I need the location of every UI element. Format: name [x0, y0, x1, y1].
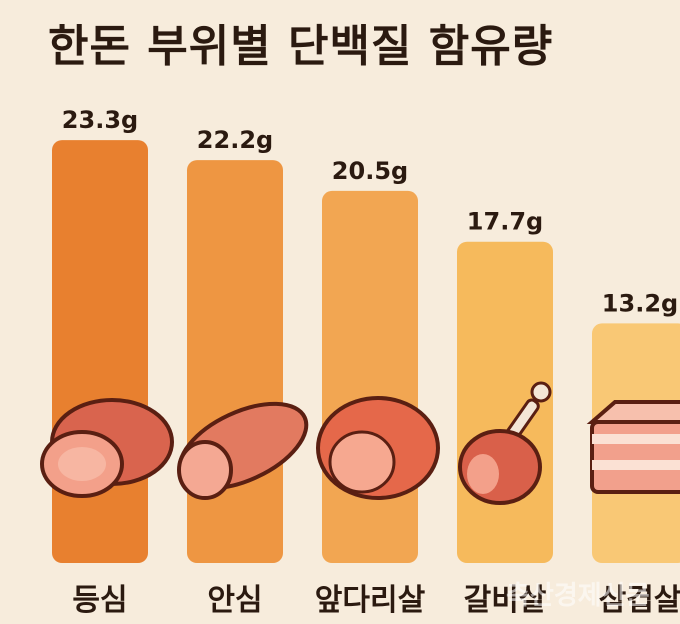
pork-rib-icon: [458, 381, 552, 505]
pork-shoulder-icon: [316, 396, 440, 500]
bar-3: [322, 190, 418, 564]
value-label: 20.5g: [332, 157, 408, 185]
category-label: 앞다리살: [315, 583, 426, 618]
watermark-text: 축산경제신문: [506, 581, 650, 611]
category-label: 등심: [72, 583, 127, 618]
bar-1: [52, 140, 148, 564]
pork-tenderloin-icon: [177, 401, 309, 500]
category-label: 삼겹살: [599, 583, 680, 618]
category-label: 안심: [207, 583, 262, 618]
value-label: 13.2g: [602, 289, 678, 317]
value-label: 22.2g: [197, 126, 273, 154]
bar-4: [457, 241, 553, 563]
chart-title: 한돈 부위별 단백질 함유량: [48, 21, 554, 72]
value-label: 23.3g: [62, 106, 138, 134]
pork-belly-icon: [586, 400, 680, 494]
bar-2: [187, 160, 283, 563]
value-label: 17.7g: [467, 208, 543, 236]
category-label: 갈비살: [464, 583, 547, 618]
pork-loin-icon: [40, 398, 174, 498]
